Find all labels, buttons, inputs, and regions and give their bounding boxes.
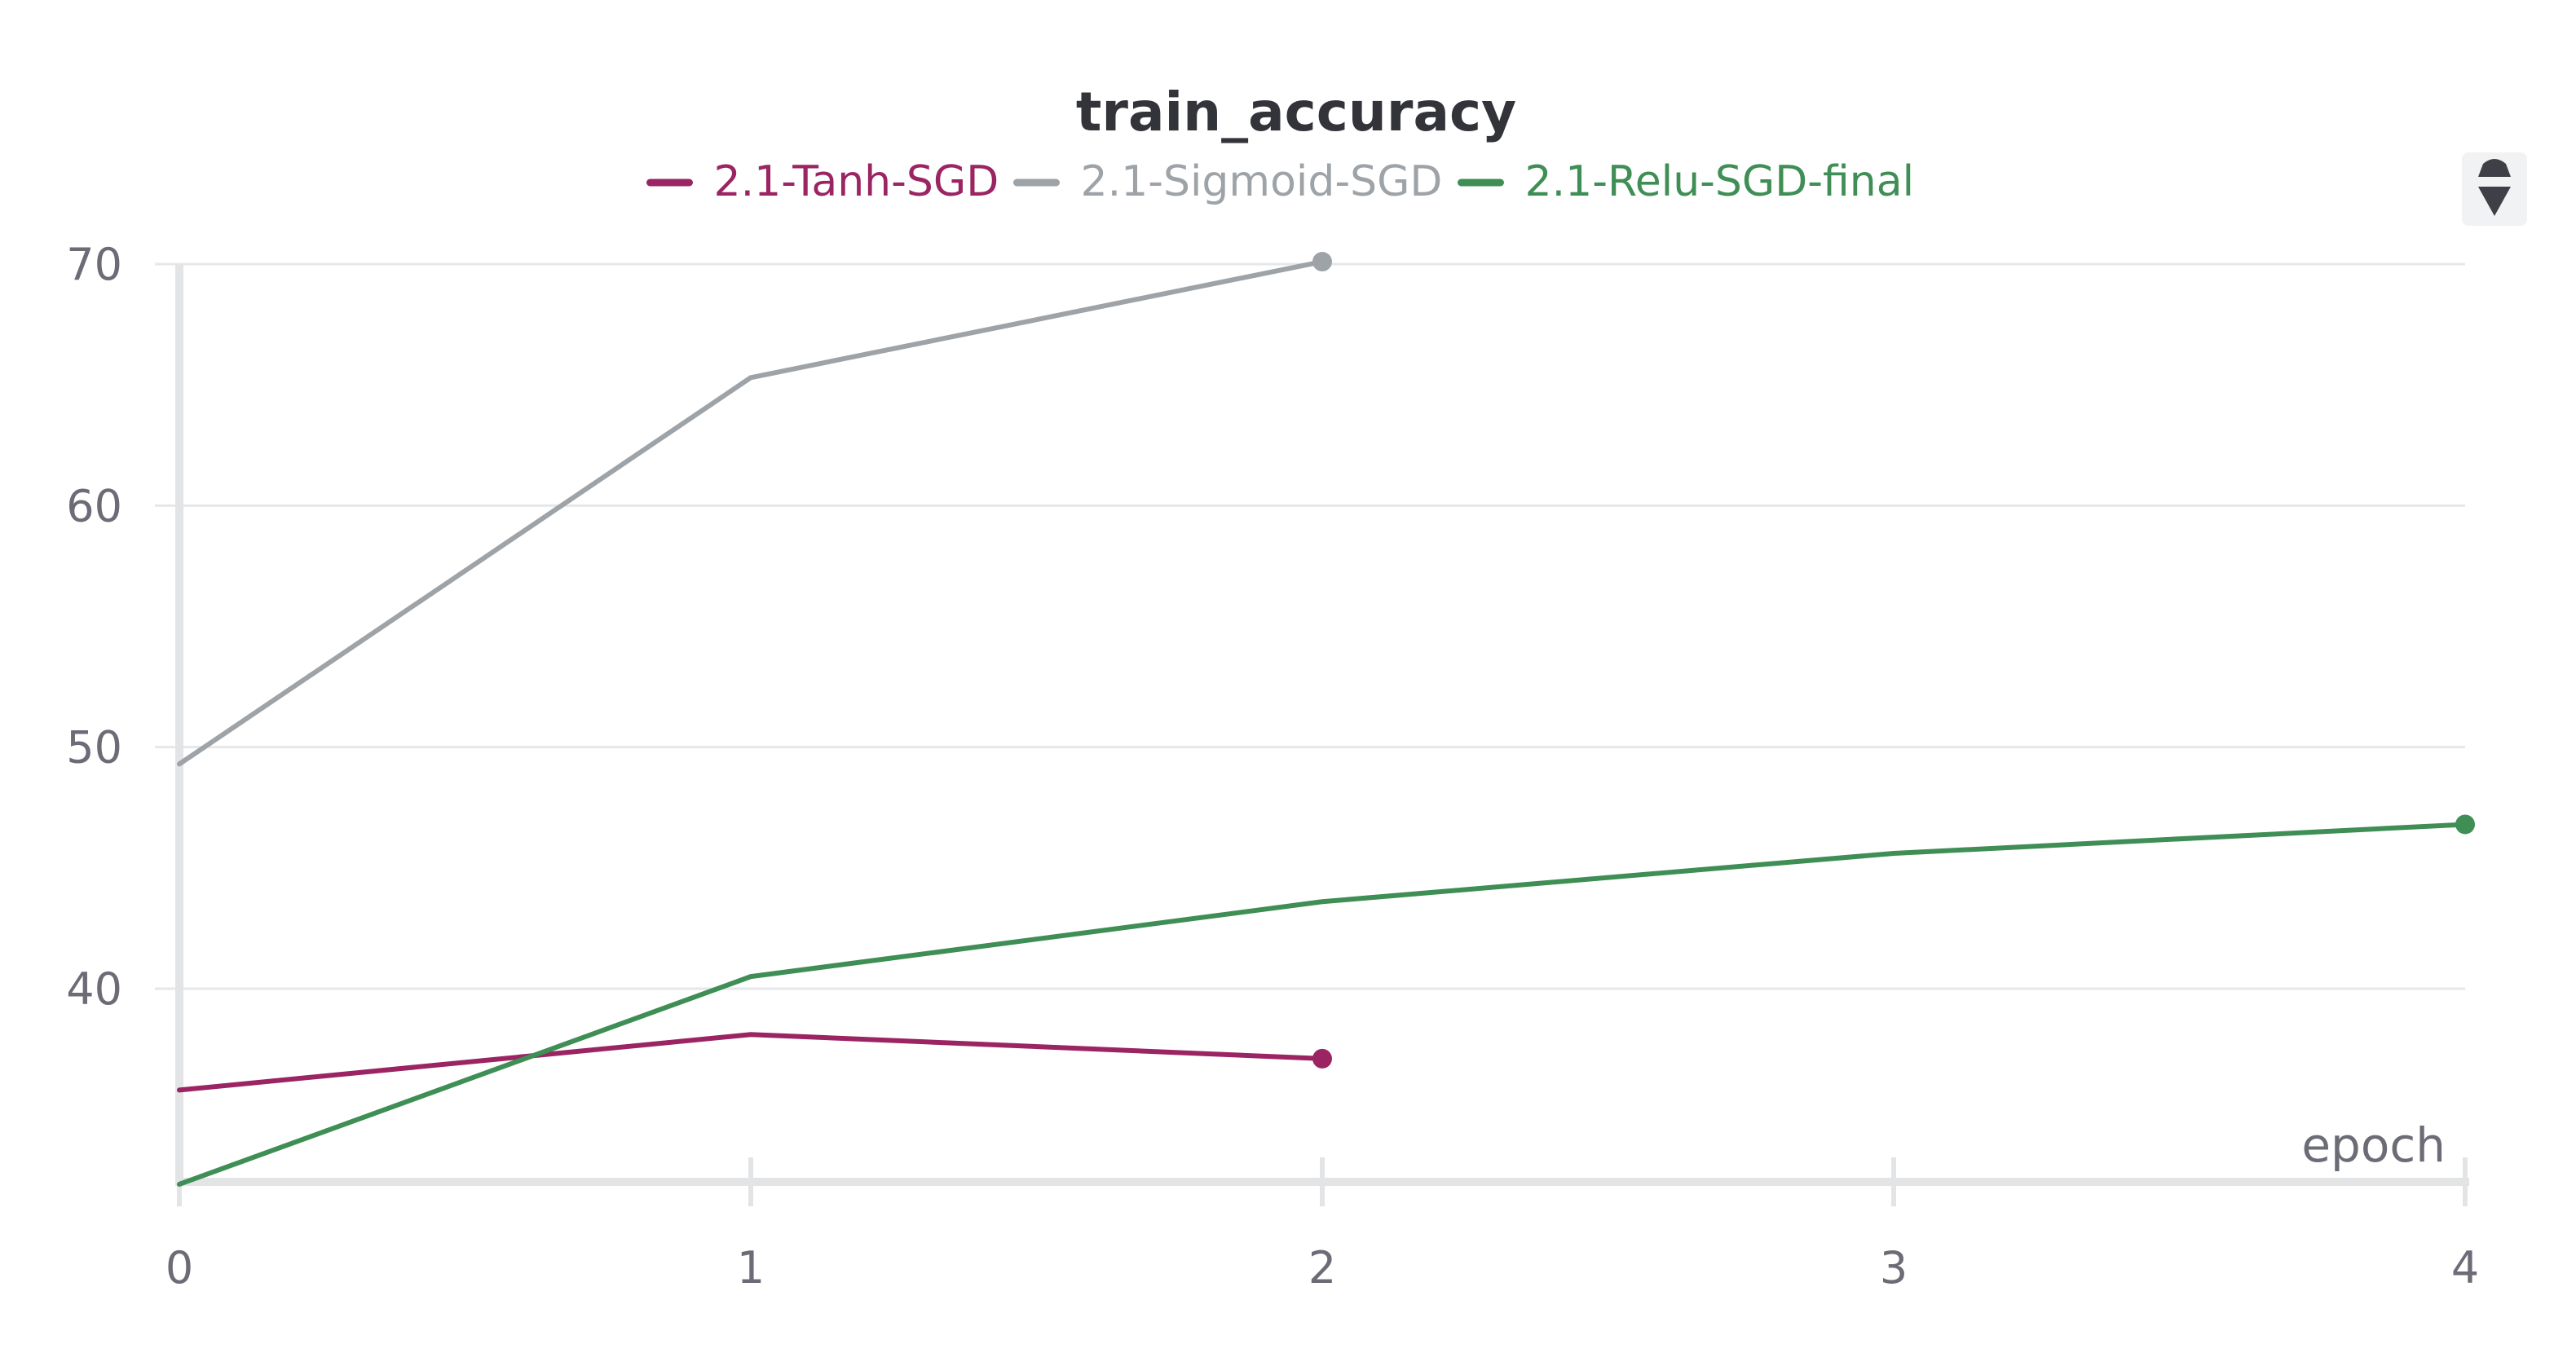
y-tick-label: 60 <box>66 480 122 531</box>
x-tick-label: 3 <box>1880 1242 1908 1294</box>
chart-title: train_accuracy <box>1076 81 1516 143</box>
y-tick-label: 70 <box>66 239 122 290</box>
axes <box>175 264 2469 1206</box>
series-end-point <box>1312 252 1332 272</box>
series-line-2 <box>177 822 2468 1187</box>
series-end-point <box>2455 814 2475 835</box>
legend: 2.1-Tanh-SGD 2.1-Sigmoid-SGD 2.1-Relu-SGD-… <box>646 157 1915 206</box>
x-tick-label: 1 <box>737 1242 765 1294</box>
x-tick-label: 0 <box>165 1242 193 1294</box>
series-group <box>177 252 2475 1187</box>
tick-labels: 40 50 60 70 0 1 2 3 4 <box>66 239 2479 1294</box>
legend-item[interactable]: 2.1-Tanh-SGD <box>646 157 999 206</box>
legend-label: 2.1-Sigmoid-SGD <box>1081 157 1443 206</box>
series-end-point <box>1312 1048 1332 1069</box>
x-axis-title: epoch <box>2301 1117 2446 1173</box>
gridlines <box>155 262 2465 990</box>
x-tick-label: 4 <box>2451 1242 2479 1294</box>
up-down-chevron-icon[interactable] <box>2462 152 2527 226</box>
legend-label: 2.1-Tanh-SGD <box>714 157 999 206</box>
y-tick-label: 40 <box>66 963 122 1015</box>
legend-item[interactable]: 2.1-Sigmoid-SGD <box>1013 157 1443 206</box>
x-tick-label: 2 <box>1308 1242 1336 1294</box>
legend-item[interactable]: 2.1-Relu-SGD-final <box>1458 157 1915 206</box>
y-tick-label: 50 <box>66 722 122 773</box>
legend-label: 2.1-Relu-SGD-final <box>1525 157 1915 206</box>
series-line-1 <box>177 259 1325 767</box>
series-line-0 <box>177 1032 1325 1093</box>
